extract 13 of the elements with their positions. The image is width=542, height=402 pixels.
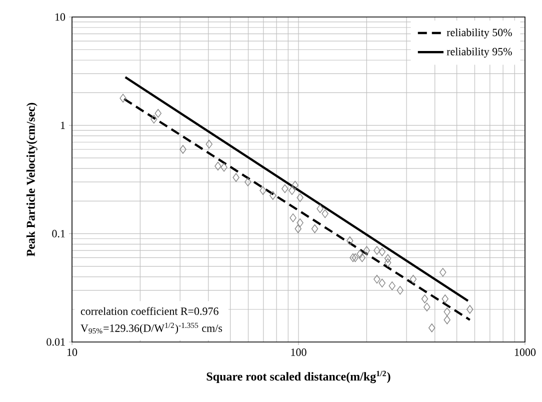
y-tick-label: 1 [60,122,65,129]
x-tick-label: 10 [67,348,78,356]
legend-label: reliability 50% [446,28,512,38]
y-tick-label: 0.01 [46,338,65,346]
y-tick-label: 10 [55,13,66,21]
legend-label: reliability 95% [446,48,512,58]
x-axis-title: Square root scaled distance(m/kg$^{1/2}$) [206,370,390,384]
x-tick-label: 1000 [514,348,536,356]
x-tick-label: 100 [291,348,306,356]
annotation: V$_{95%}$=129.36(D/W$^{1/2}$)$^{-1.355}$ cm/s [80,322,222,334]
annotation: correlation coefficient R=0.976 [80,307,218,315]
y-tick-label: 0.1 [52,230,65,238]
y-axis-title: Peak Particle Velocity(cm/sec) [26,102,38,256]
